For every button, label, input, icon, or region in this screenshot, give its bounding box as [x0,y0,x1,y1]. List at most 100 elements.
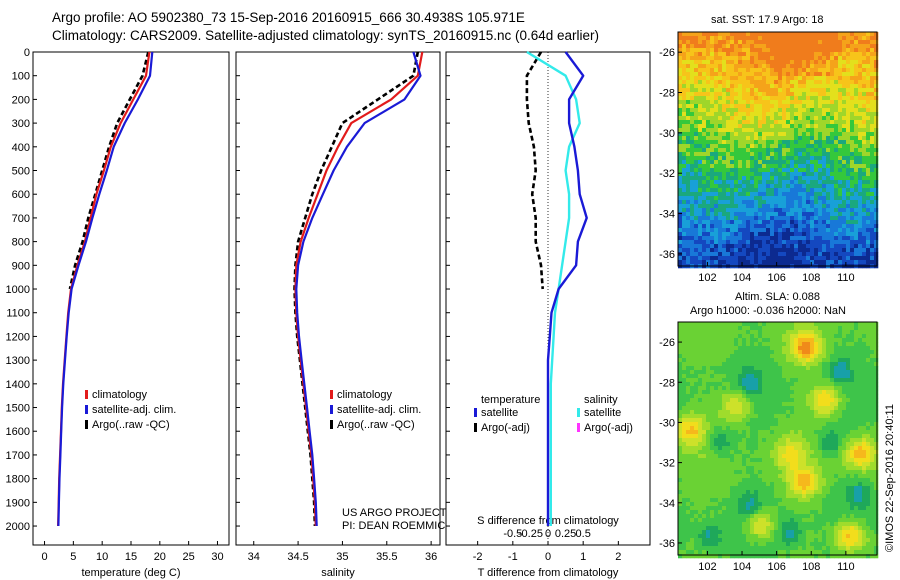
map-cell [754,374,759,379]
map-cell [682,116,687,121]
map-cell [738,410,743,415]
map-cell [694,378,699,383]
map-cell [746,256,751,261]
map-cell [678,232,683,237]
map-cell [834,398,839,403]
map-cell [774,240,779,245]
map-cell [742,208,747,213]
map-cell [694,100,699,105]
map-cell [706,358,711,363]
map-cell [794,204,799,209]
map-cell [786,386,791,391]
map-cell [850,386,855,391]
map-cell [790,152,795,157]
map-cell [738,346,743,351]
map-cell [706,108,711,113]
map-cell [730,442,735,447]
map-cell [870,208,875,213]
map-cell [762,346,767,351]
map-cell [850,120,855,125]
map-cell [686,120,691,125]
map-cell [866,334,871,339]
map-cell [682,322,687,327]
map-cell [770,256,775,261]
map-cell [722,92,727,97]
map-cell [870,44,875,49]
map-cell [714,434,719,439]
map-cell [714,322,719,327]
map-cell [766,204,771,209]
map-cell [698,354,703,359]
map-cell [806,458,811,463]
map-cell [842,116,847,121]
map-cell [722,140,727,145]
map-cell [778,354,783,359]
map-cell [710,414,715,419]
map-cell [742,124,747,129]
map-cell [802,88,807,93]
map-cell [726,172,731,177]
map-cell [702,450,707,455]
map-cell [734,438,739,443]
map-cell [778,370,783,375]
map-cell [746,434,751,439]
map-cell [866,132,871,137]
map-cell [762,350,767,355]
map-cell [790,216,795,221]
map-cell [750,164,755,169]
map-cell [722,220,727,225]
map-cell [834,346,839,351]
map-cell [794,382,799,387]
map-cell [874,140,879,145]
map-cell [810,168,815,173]
map-cell [750,156,755,161]
map-cell [746,244,751,249]
map-cell [710,104,715,109]
map-cell [802,394,807,399]
map-cell [694,232,699,237]
map-cell [698,80,703,85]
map-cell [798,240,803,245]
map-cell [782,124,787,129]
map-cell [814,442,819,447]
map-cell [834,386,839,391]
map-cell [762,362,767,367]
map-cell [818,220,823,225]
map-cell [766,132,771,137]
map-cell [718,188,723,193]
map-cell [758,334,763,339]
map-cell [874,248,879,253]
map-cell [858,334,863,339]
map-cell [766,56,771,61]
map-cell [766,458,771,463]
map-cell [862,148,867,153]
map-cell [746,458,751,463]
map-cell [678,56,683,61]
map-cell [790,398,795,403]
map-cell [874,192,879,197]
map-cell [782,184,787,189]
map-cell [718,80,723,85]
map-cell [690,148,695,153]
map-cell [726,426,731,431]
map-cell [790,104,795,109]
map-cell [714,100,719,105]
map-cell [738,84,743,89]
map-cell [870,136,875,141]
map-cell [722,236,727,241]
map-cell [798,68,803,73]
map-cell [726,362,731,367]
map-cell [810,40,815,45]
map-cell [738,256,743,261]
map-cell [826,160,831,165]
map-cell [790,124,795,129]
map-cell [734,248,739,253]
map-cell [774,374,779,379]
map-cell [818,236,823,241]
map-cell [690,200,695,205]
map-cell [862,228,867,233]
map-cell [794,446,799,451]
y-tick-label: 500 [12,166,30,178]
map-cell [746,100,751,105]
map-cell [754,358,759,363]
